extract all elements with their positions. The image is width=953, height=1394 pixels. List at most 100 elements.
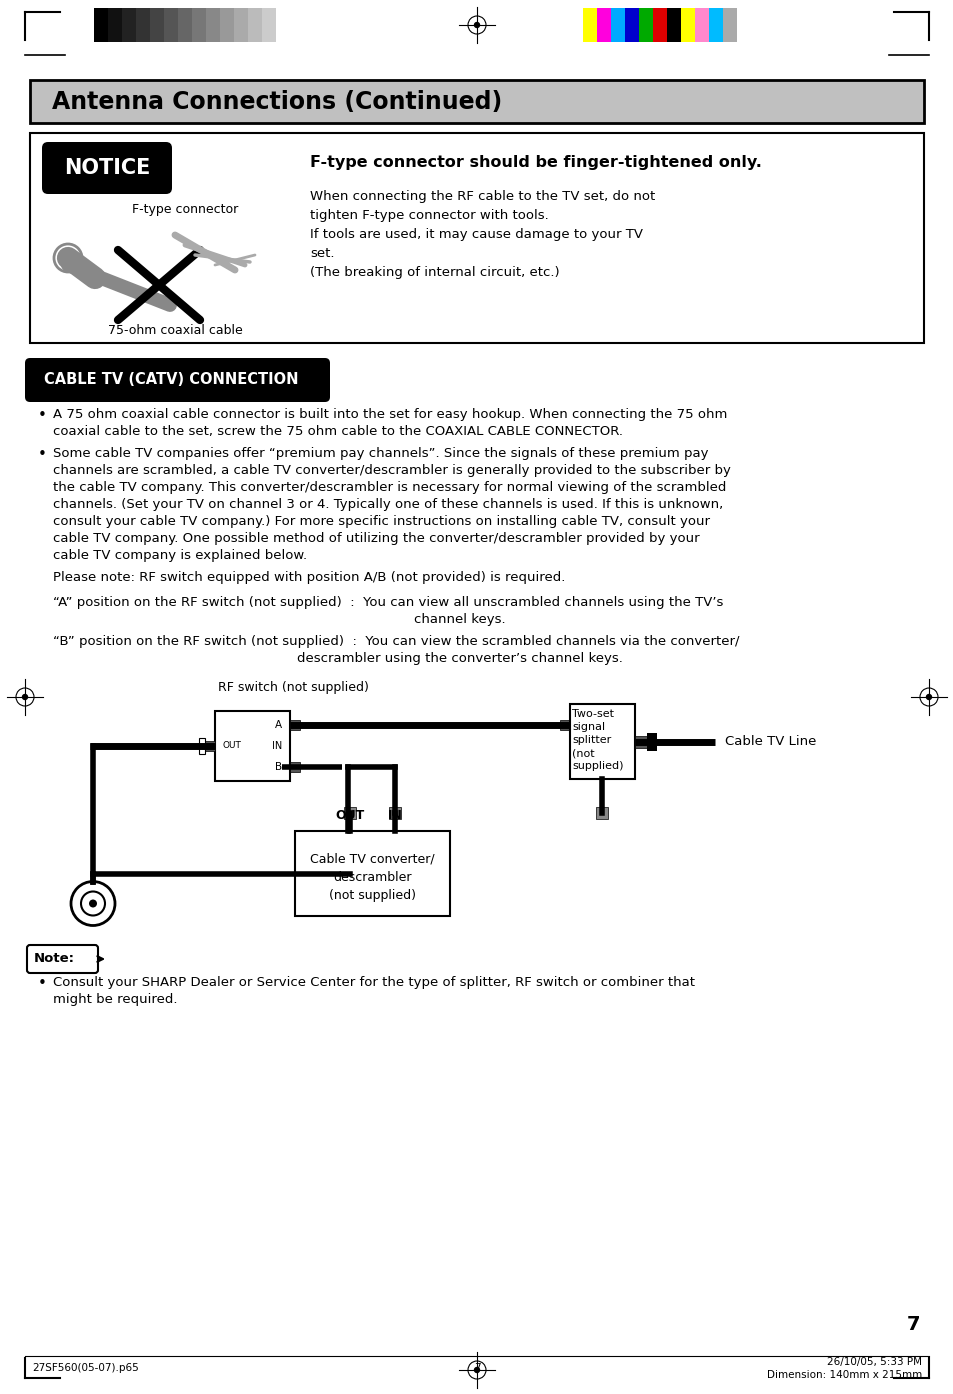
Bar	[652, 8, 666, 42]
Text: 26/10/05, 5:33 PM: 26/10/05, 5:33 PM	[826, 1356, 921, 1368]
Bar	[680, 8, 695, 42]
Bar	[248, 8, 262, 42]
Circle shape	[925, 694, 930, 700]
Text: channels. (Set your TV on channel 3 or 4. Typically one of these channels is use: channels. (Set your TV on channel 3 or 4…	[53, 498, 722, 512]
Text: •: •	[38, 976, 47, 991]
Text: channels are scrambled, a cable TV converter/descrambler is generally provided t: channels are scrambled, a cable TV conve…	[53, 464, 730, 477]
FancyBboxPatch shape	[42, 142, 172, 194]
FancyBboxPatch shape	[27, 945, 98, 973]
Bar	[192, 8, 206, 42]
Text: IN: IN	[272, 742, 282, 751]
Bar	[646, 732, 657, 750]
Bar	[624, 8, 639, 42]
Bar	[290, 719, 299, 730]
Bar	[122, 8, 136, 42]
Bar	[233, 8, 248, 42]
Text: Consult your SHARP Dealer or Service Center for the type of splitter, RF switch : Consult your SHARP Dealer or Service Cen…	[53, 976, 695, 988]
Bar	[294, 831, 450, 916]
Text: 7: 7	[905, 1316, 919, 1334]
Bar	[220, 8, 233, 42]
Bar	[635, 736, 646, 747]
Text: cable TV company is explained below.: cable TV company is explained below.	[53, 549, 307, 562]
Text: (not: (not	[572, 749, 594, 758]
Text: consult your cable TV company.) For more specific instructions on installing cab: consult your cable TV company.) For more…	[53, 514, 709, 528]
Bar	[559, 719, 569, 730]
Circle shape	[81, 892, 105, 916]
Text: tighten F-type connector with tools.: tighten F-type connector with tools.	[310, 209, 548, 222]
Bar	[262, 8, 275, 42]
Bar	[708, 8, 722, 42]
Text: •: •	[38, 447, 47, 461]
Bar	[164, 8, 178, 42]
Text: Cable TV Line: Cable TV Line	[724, 735, 816, 749]
Text: OUT: OUT	[223, 742, 242, 750]
Text: 7: 7	[474, 1363, 479, 1373]
Text: •: •	[38, 408, 47, 422]
Text: (not supplied): (not supplied)	[329, 889, 416, 902]
Bar	[199, 737, 205, 754]
Circle shape	[474, 1368, 479, 1373]
Text: IN: IN	[387, 809, 402, 822]
Bar	[722, 8, 737, 42]
Bar	[178, 8, 192, 42]
Text: cable TV company. One possible method of utilizing the converter/descrambler pro: cable TV company. One possible method of…	[53, 533, 699, 545]
Text: A 75 ohm coaxial cable connector is built into the set for easy hookup. When con: A 75 ohm coaxial cable connector is buil…	[53, 408, 726, 421]
Bar	[205, 742, 214, 751]
Text: splitter: splitter	[572, 735, 611, 744]
Bar	[389, 807, 400, 820]
Bar	[666, 8, 680, 42]
Text: F-type connector should be finger-tightened only.: F-type connector should be finger-tighte…	[310, 155, 761, 170]
Bar	[214, 711, 290, 781]
Bar	[94, 8, 108, 42]
Bar	[108, 8, 122, 42]
Bar	[290, 763, 299, 772]
Text: Please note: RF switch equipped with position A/B (not provided) is required.: Please note: RF switch equipped with pos…	[53, 572, 565, 584]
Text: the cable TV company. This converter/descrambler is necessary for normal viewing: the cable TV company. This converter/des…	[53, 481, 725, 493]
Text: supplied): supplied)	[572, 761, 623, 771]
Text: Two-set: Two-set	[572, 710, 614, 719]
Circle shape	[71, 881, 115, 926]
Bar	[596, 807, 607, 820]
Text: Cable TV converter/: Cable TV converter/	[310, 853, 435, 866]
Text: 27SF560(05-07).p65: 27SF560(05-07).p65	[32, 1363, 138, 1373]
Circle shape	[54, 244, 82, 272]
Text: When connecting the RF cable to the TV set, do not: When connecting the RF cable to the TV s…	[310, 190, 655, 204]
Bar	[695, 8, 708, 42]
Text: B: B	[274, 763, 282, 772]
Text: NOTICE: NOTICE	[64, 158, 150, 178]
Text: “B” position on the RF switch (not supplied)  :  You can view the scrambled chan: “B” position on the RF switch (not suppl…	[53, 636, 739, 648]
Bar	[582, 8, 597, 42]
Text: Note:: Note:	[34, 952, 75, 966]
FancyBboxPatch shape	[25, 358, 330, 401]
Text: 75-ohm coaxial cable: 75-ohm coaxial cable	[108, 323, 242, 336]
Bar	[136, 8, 150, 42]
Text: RF switch (not supplied): RF switch (not supplied)	[218, 682, 369, 694]
Text: Some cable TV companies offer “premium pay channels”. Since the signals of these: Some cable TV companies offer “premium p…	[53, 447, 708, 460]
Text: (The breaking of internal circuit, etc.): (The breaking of internal circuit, etc.)	[310, 266, 559, 279]
Text: coaxial cable to the set, screw the 75 ohm cable to the COAXIAL CABLE CONNECTOR.: coaxial cable to the set, screw the 75 o…	[53, 425, 622, 438]
Text: signal: signal	[572, 722, 604, 732]
Circle shape	[89, 899, 97, 907]
Bar	[610, 8, 624, 42]
Bar	[30, 79, 923, 123]
Text: If tools are used, it may cause damage to your TV: If tools are used, it may cause damage t…	[310, 229, 642, 241]
Text: channel keys.: channel keys.	[414, 613, 505, 626]
Bar	[150, 8, 164, 42]
Bar	[597, 8, 610, 42]
Bar	[206, 8, 220, 42]
Text: F-type connector: F-type connector	[132, 204, 238, 216]
Text: descrambler using the converter’s channel keys.: descrambler using the converter’s channe…	[296, 652, 622, 665]
Text: A: A	[274, 719, 282, 730]
Text: “A” position on the RF switch (not supplied)  :  You can view all unscrambled ch: “A” position on the RF switch (not suppl…	[53, 597, 722, 609]
Bar	[639, 8, 652, 42]
Bar	[30, 132, 923, 343]
Text: OUT: OUT	[335, 809, 364, 822]
Text: descrambler: descrambler	[333, 871, 412, 884]
Text: set.: set.	[310, 247, 335, 261]
Bar	[569, 704, 635, 779]
Bar	[344, 807, 355, 820]
Text: might be required.: might be required.	[53, 993, 177, 1006]
Circle shape	[474, 22, 479, 28]
Text: Dimension: 140mm x 215mm: Dimension: 140mm x 215mm	[766, 1370, 921, 1380]
Circle shape	[23, 694, 28, 700]
